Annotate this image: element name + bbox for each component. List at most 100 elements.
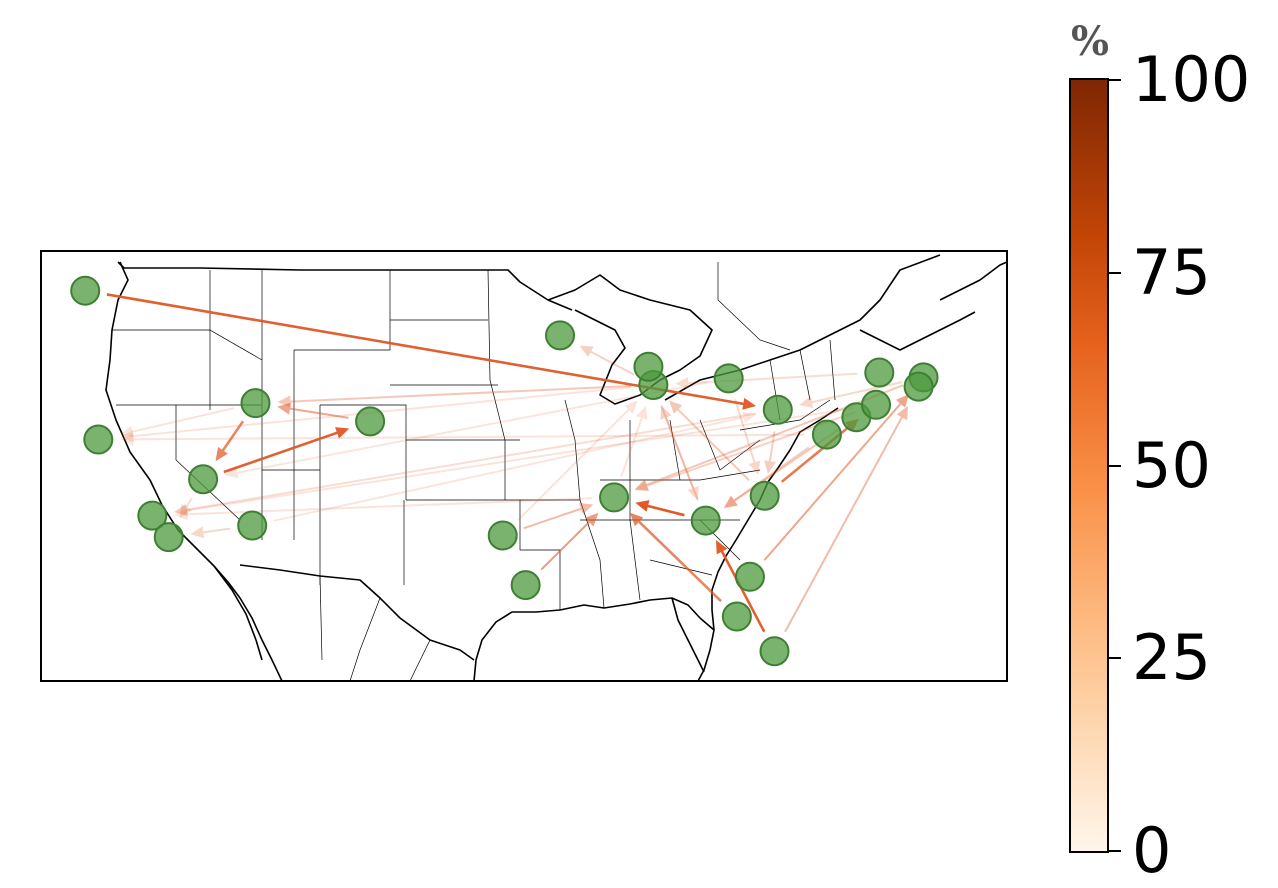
flow-arrow-shaft (523, 506, 585, 530)
flow-arrow (579, 345, 635, 376)
flow-arrow (764, 431, 776, 475)
city-node (355, 406, 386, 437)
city-node (713, 363, 744, 394)
state-line (717, 262, 791, 351)
flow-arrow-head (764, 460, 776, 475)
gulf-coastline (473, 597, 715, 681)
flow-arrow-shaft (220, 420, 245, 454)
flow-arrow-shaft (768, 431, 776, 465)
flow-arrow (215, 420, 245, 462)
mexico-border (239, 564, 475, 661)
flow-arrow (120, 433, 805, 446)
flow-arrow-head (629, 512, 644, 527)
flow-arrow (668, 400, 750, 481)
state-line (564, 399, 605, 609)
colorbar-tick-mark (1109, 271, 1121, 274)
flow-arrow-head (190, 526, 205, 539)
flow-arrow-head (895, 393, 910, 408)
flow-arrow-head (119, 425, 134, 438)
city-node (762, 394, 793, 425)
flow-arrow-head (277, 402, 291, 415)
flow-arrow (273, 411, 757, 522)
east-coastline (697, 407, 839, 681)
canada-border (117, 261, 573, 311)
city-node (237, 510, 268, 541)
flow-arrow-head (715, 540, 728, 555)
florida-west (671, 597, 705, 673)
flow-arrow-shaft (183, 412, 757, 512)
city-node (759, 636, 790, 667)
state-line (320, 404, 407, 500)
flow-arrow (634, 384, 904, 491)
state-line (112, 329, 211, 410)
flow-arrow-head (174, 508, 188, 521)
state-line (829, 339, 836, 401)
flow-arrow-shaft (517, 406, 632, 521)
flow-arrow (675, 372, 858, 390)
state-line (600, 469, 761, 481)
city-node (510, 570, 541, 601)
city-node (864, 357, 895, 388)
flow-arrow-head (799, 396, 814, 409)
colorbar-tick-mark (1109, 657, 1121, 660)
flow-arrow-head (748, 460, 761, 475)
flow-arrow-shaft (685, 372, 858, 385)
flow-arrow-shaft (734, 399, 757, 466)
colorbar-tick-label: 50 (1132, 428, 1211, 502)
flow-arrow (517, 400, 638, 521)
flow-arrow-shaft (200, 527, 231, 534)
flow-arrow-shaft (719, 548, 766, 633)
city-node (70, 275, 101, 306)
state-lines-layer (112, 262, 836, 681)
flow-arrow (223, 427, 350, 474)
flow-arrow-shaft (587, 349, 635, 376)
flow-arrow (540, 512, 599, 571)
flow-arrow (174, 412, 757, 516)
flow-arrow (277, 402, 349, 419)
colorbar-tick-label: 100 (1132, 43, 1251, 116)
flow-arrow-shaft (636, 518, 722, 603)
flow-arrow-head (335, 427, 350, 439)
flow-arrow-shaft (763, 400, 904, 561)
flow-arrow-head (742, 397, 757, 410)
state-line (649, 559, 713, 576)
flow-arrow-shaft (540, 519, 593, 571)
coastline-layer (105, 254, 1007, 681)
city-node (599, 482, 630, 513)
state-line (294, 270, 391, 351)
flow-arrow (179, 497, 193, 519)
colorbar-tick-mark (1109, 850, 1121, 852)
flow-arrow-shaft (643, 384, 904, 487)
flow-arrow (620, 405, 648, 477)
city-node (137, 500, 168, 531)
state-line (799, 349, 811, 401)
flow-arrow (523, 503, 594, 530)
state-line (487, 269, 506, 500)
city-node (83, 424, 114, 455)
state-line (319, 575, 323, 661)
city-node (721, 601, 752, 632)
city-node (861, 389, 892, 420)
flow-arrow-head (179, 503, 192, 519)
colorbar-tick-label: 25 (1132, 621, 1211, 695)
flow-arrow-shaft (286, 407, 349, 419)
colorbar-tick-mark (1109, 79, 1121, 81)
flow-arrow-head (120, 433, 134, 446)
great-lakes-shore (547, 274, 713, 405)
flow-arrow (763, 393, 910, 561)
flow-arrow-shaft (183, 407, 855, 512)
nova-scotia (939, 261, 1007, 301)
flow-arrow-head (723, 495, 738, 508)
flow-arrow (660, 405, 699, 501)
colorbar-tick-label: 0 (1132, 814, 1172, 887)
flow-arrow (174, 407, 855, 517)
city-nodes (70, 275, 939, 667)
state-line (409, 639, 431, 681)
city-node (690, 505, 721, 536)
flow-arrow (660, 405, 699, 501)
flow-arrow-shaft (273, 415, 747, 522)
state-line (209, 270, 263, 361)
city-node (487, 520, 518, 551)
flow-arrow-head (584, 512, 599, 527)
flow-arrow (629, 512, 722, 603)
